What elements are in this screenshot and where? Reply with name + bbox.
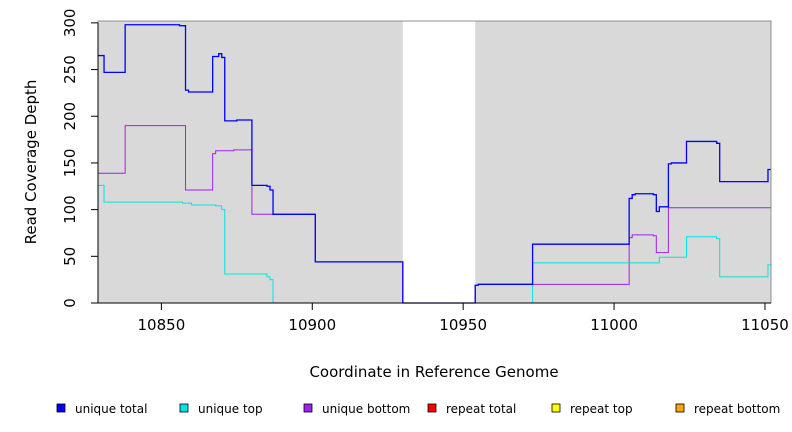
x-tick-label: 10950: [439, 316, 487, 334]
y-tick-label: 0: [61, 298, 79, 308]
y-tick-label: 100: [61, 195, 79, 224]
legend-swatch: [56, 403, 66, 413]
y-tick-label: 50: [61, 247, 79, 266]
y-axis: 0 50 100 150 200 250 300: [61, 9, 99, 308]
gap-region: [402, 21, 476, 303]
legend-label: repeat total: [446, 402, 516, 416]
x-axis-label: Coordinate in Reference Genome: [309, 363, 558, 381]
y-axis-label: Read Coverage Depth: [22, 80, 40, 245]
legend-item: repeat total: [427, 402, 516, 416]
y-tick-label: 300: [61, 9, 79, 38]
x-axis: 10850 10900 10950 11000 11050: [98, 302, 789, 334]
legend-item: repeat bottom: [675, 402, 780, 416]
legend-label: unique bottom: [322, 402, 410, 416]
y-tick-label: 150: [61, 149, 79, 178]
x-tick-label: 11050: [741, 316, 789, 334]
legend: unique total unique top unique bottom repea…: [56, 402, 780, 416]
x-tick-label: 11000: [590, 316, 638, 334]
y-tick-label: 200: [61, 102, 79, 131]
series-line-unique-top: [98, 184, 771, 304]
x-tick-label: 10850: [138, 316, 186, 334]
legend-swatch: [179, 403, 189, 413]
series-line-unique-total: [98, 24, 771, 304]
legend-swatch: [427, 403, 437, 413]
legend-swatch: [675, 403, 685, 413]
legend-item: repeat top: [551, 402, 633, 416]
x-tick-label: 10900: [288, 316, 336, 334]
legend-item: unique bottom: [303, 402, 410, 416]
y-tick-label: 250: [61, 55, 79, 84]
legend-item: unique total: [56, 402, 147, 416]
legend-label: unique total: [75, 402, 147, 416]
legend-item: unique top: [179, 402, 263, 416]
legend-label: repeat bottom: [694, 402, 780, 416]
legend-label: unique top: [198, 402, 263, 416]
legend-swatch: [551, 403, 561, 413]
legend-swatch: [303, 403, 313, 413]
legend-label: repeat top: [570, 402, 633, 416]
